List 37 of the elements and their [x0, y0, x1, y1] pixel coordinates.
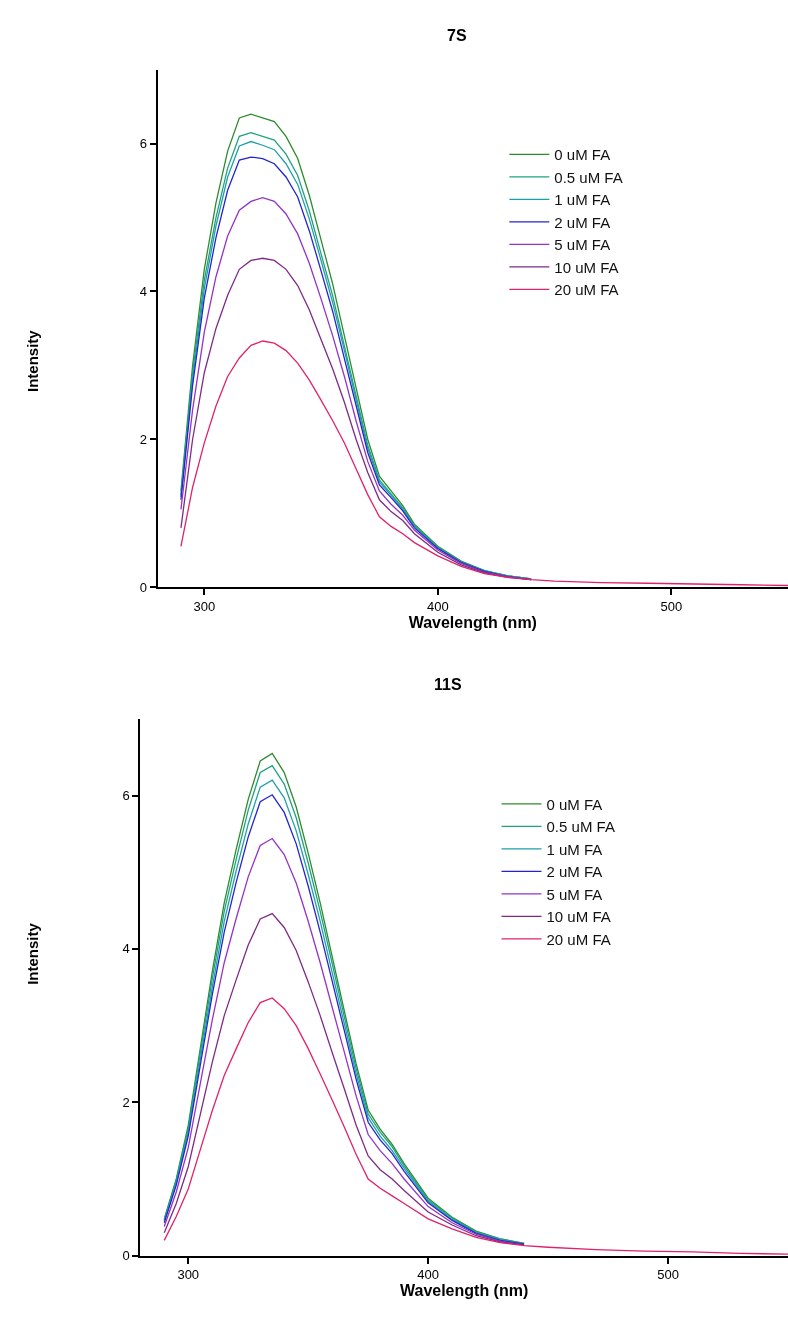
y-tick-label: 0: [122, 1248, 130, 1264]
x-axis-title: Wavelength (nm): [399, 1282, 529, 1300]
x-tick-label: 300: [177, 1267, 200, 1283]
y-tick-label: 2: [139, 431, 147, 447]
legend-label: 1 uM FA: [546, 840, 603, 858]
legend-label: 0 uM FA: [546, 795, 603, 813]
y-axis-title: Intensity: [24, 922, 42, 985]
y-tick-label: 0: [139, 579, 147, 595]
legend-label: 2 uM FA: [546, 863, 603, 881]
y-tick-label: 4: [122, 941, 130, 957]
chart-title: 7S: [447, 27, 467, 44]
x-tick-label: 500: [660, 598, 683, 614]
y-tick-label: 4: [139, 284, 147, 300]
legend-label: 10 uM FA: [546, 908, 611, 926]
chart-title: 11S: [434, 676, 462, 693]
legend-label: 5 uM FA: [554, 236, 611, 254]
x-axis-title: Wavelength (nm): [408, 613, 537, 631]
line-series: [180, 340, 788, 587]
legend-label: 0.5 uM FA: [546, 818, 615, 836]
x-tick-label: 300: [193, 598, 216, 614]
legend-label: 20 uM FA: [554, 281, 619, 299]
y-axis-title: Intensity: [24, 329, 42, 392]
y-tick-label: 2: [122, 1094, 130, 1110]
x-tick-label: 400: [417, 1267, 439, 1283]
y-tick-label: 6: [122, 788, 130, 804]
x-tick-label: 400: [426, 598, 449, 614]
legend-label: 5 uM FA: [546, 885, 603, 903]
legend-label: 20 uM FA: [546, 930, 611, 948]
legend-label: 2 uM FA: [554, 213, 611, 231]
legend-label: 1 uM FA: [554, 191, 611, 209]
line-series: [163, 997, 788, 1255]
legend-label: 0 uM FA: [554, 146, 611, 164]
legend-label: 10 uM FA: [554, 258, 619, 276]
legend-label: 0.5 uM FA: [554, 168, 623, 186]
y-tick-label: 6: [139, 136, 147, 152]
x-tick-label: 500: [657, 1267, 679, 1283]
line-series: [163, 912, 525, 1246]
